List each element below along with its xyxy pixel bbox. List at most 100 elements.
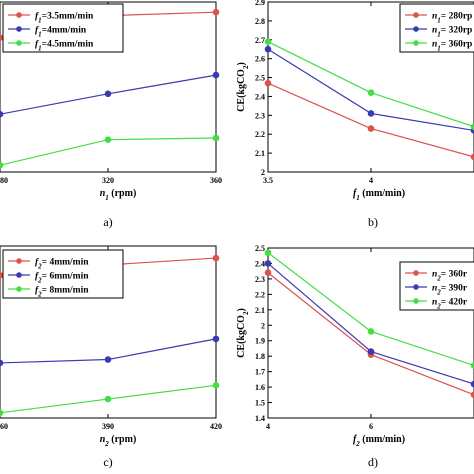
data-point bbox=[104, 395, 112, 403]
data-point bbox=[264, 45, 272, 53]
legend-box bbox=[399, 3, 474, 53]
legend-entry-1: n2= 360r bbox=[432, 270, 468, 283]
legend-swatch-marker bbox=[413, 298, 419, 304]
data-point bbox=[0, 359, 4, 367]
legend-swatch-marker bbox=[16, 272, 22, 278]
y-tick-label: 2.3 bbox=[255, 275, 265, 284]
x-tick-label: 360 bbox=[210, 176, 222, 185]
legend-entry-2: f2= 6mm/min bbox=[35, 272, 89, 285]
data-point bbox=[212, 335, 220, 343]
legend-entry-3: n2= 420r bbox=[432, 298, 468, 311]
y-tick-label: 2 bbox=[261, 321, 265, 330]
data-point bbox=[367, 89, 375, 96]
y-tick-label: 2.6 bbox=[255, 55, 265, 64]
y-axis-label: CE(kgCO2) bbox=[236, 308, 250, 358]
y-tick-label: 2.1 bbox=[255, 149, 265, 158]
x-axis-label: f2 (mm/min) bbox=[353, 434, 405, 448]
y-tick-label: 2.1 bbox=[255, 306, 265, 315]
data-point bbox=[264, 249, 272, 256]
data-point bbox=[367, 110, 375, 117]
data-point bbox=[264, 269, 272, 277]
legend-box bbox=[2, 249, 124, 299]
y-tick-label: 1.8 bbox=[255, 352, 265, 361]
data-point bbox=[367, 328, 375, 335]
legend-swatch-marker bbox=[16, 286, 22, 292]
data-point bbox=[470, 380, 474, 388]
legend-swatch-marker bbox=[413, 26, 419, 32]
data-point bbox=[104, 356, 112, 363]
legend-entry-3: n1= 360rp bbox=[432, 40, 472, 53]
legend-swatch-marker bbox=[413, 12, 419, 18]
data-point bbox=[470, 362, 474, 369]
y-tick-label: 1.5 bbox=[255, 399, 265, 408]
legend-entry-2: n2= 390r bbox=[432, 284, 468, 297]
data-point bbox=[0, 409, 4, 417]
panel-label: a) bbox=[103, 215, 112, 229]
y-tick-label: 2 bbox=[261, 168, 265, 177]
panel-label: b) bbox=[368, 215, 378, 229]
data-point bbox=[367, 348, 375, 355]
y-tick-label: 2.4 bbox=[255, 259, 265, 268]
data-point bbox=[264, 260, 272, 267]
legend-entry-1: n1= 280rp bbox=[432, 12, 472, 25]
y-tick-label: 1.7 bbox=[255, 368, 265, 377]
x-tick-label: 6 bbox=[369, 422, 373, 431]
legend-swatch-marker bbox=[16, 12, 22, 18]
x-axis-label: n1 (rpm) bbox=[100, 188, 137, 202]
y-tick-label: 2.3 bbox=[255, 111, 265, 120]
data-point bbox=[470, 153, 474, 161]
y-tick-label: 1.6 bbox=[255, 383, 265, 392]
y-tick-label: 2.4 bbox=[255, 92, 265, 101]
data-point bbox=[264, 38, 272, 45]
chart-panel-2: 3.5 4 2 2.1 2.2 2.3 2.4 2.5 2.6 2.7 2.8 2.9 n1= 280r… bbox=[236, 0, 474, 229]
data-point bbox=[0, 34, 4, 41]
legend-box bbox=[399, 261, 474, 311]
data-point bbox=[104, 90, 112, 98]
data-point bbox=[470, 391, 474, 399]
x-tick-label: 60 bbox=[0, 422, 8, 431]
panel-label: d) bbox=[368, 455, 378, 469]
y-tick-label: 1.4 bbox=[255, 414, 265, 423]
legend-entry-3: f2= 8mm/min bbox=[35, 286, 89, 299]
data-point bbox=[212, 382, 220, 389]
y-tick-label: 2.8 bbox=[255, 17, 265, 26]
y-axis-label: CE(kgCO2) bbox=[236, 62, 250, 112]
y-tick-label: 2.2 bbox=[255, 290, 265, 299]
chart-panel-4: 4 6 1.4 1.5 1.6 1.7 1.8 1.9 2 2.1 2.2 2.3 2.4 2.5 n2= … bbox=[236, 244, 474, 469]
legend-swatch-marker bbox=[413, 284, 419, 290]
legend-entry-1: f2= 4mm/min bbox=[35, 258, 89, 271]
panel-label: c) bbox=[103, 455, 112, 469]
y-tick-label: 2.9 bbox=[255, 0, 265, 7]
data-point bbox=[0, 271, 4, 279]
data-point bbox=[212, 71, 220, 79]
legend-swatch-marker bbox=[413, 40, 419, 46]
y-tick-label: 2.5 bbox=[255, 74, 265, 83]
x-tick-label: 3.5 bbox=[263, 176, 273, 185]
data-point bbox=[212, 134, 220, 142]
x-tick-label: 80 bbox=[0, 176, 8, 185]
chart-panel-1: 80 320 360 f1=3.5mm/minf1=4mm/minf1=4.5mm/m… bbox=[0, 1, 222, 229]
data-point bbox=[212, 8, 220, 16]
legend-box bbox=[2, 3, 124, 53]
x-tick-label: 390 bbox=[102, 422, 114, 431]
data-point bbox=[0, 161, 4, 169]
data-point bbox=[470, 123, 474, 130]
legend-swatch-marker bbox=[413, 270, 419, 276]
legend-entry-2: f1=4mm/min bbox=[35, 26, 87, 39]
legend-swatch-marker bbox=[16, 26, 22, 32]
legend-swatch-marker bbox=[16, 258, 22, 264]
x-axis-label: n2 (rpm) bbox=[100, 434, 137, 448]
x-axis-label: f1 (mm/min) bbox=[353, 188, 405, 202]
data-point bbox=[212, 254, 220, 262]
data-point bbox=[104, 136, 112, 143]
data-point bbox=[264, 79, 272, 87]
legend-entry-3: f1=4.5mm/min bbox=[35, 40, 94, 53]
x-tick-label: 4 bbox=[369, 176, 373, 185]
x-tick-label: 320 bbox=[102, 176, 114, 185]
legend-entry-1: f1=3.5mm/min bbox=[35, 12, 94, 25]
